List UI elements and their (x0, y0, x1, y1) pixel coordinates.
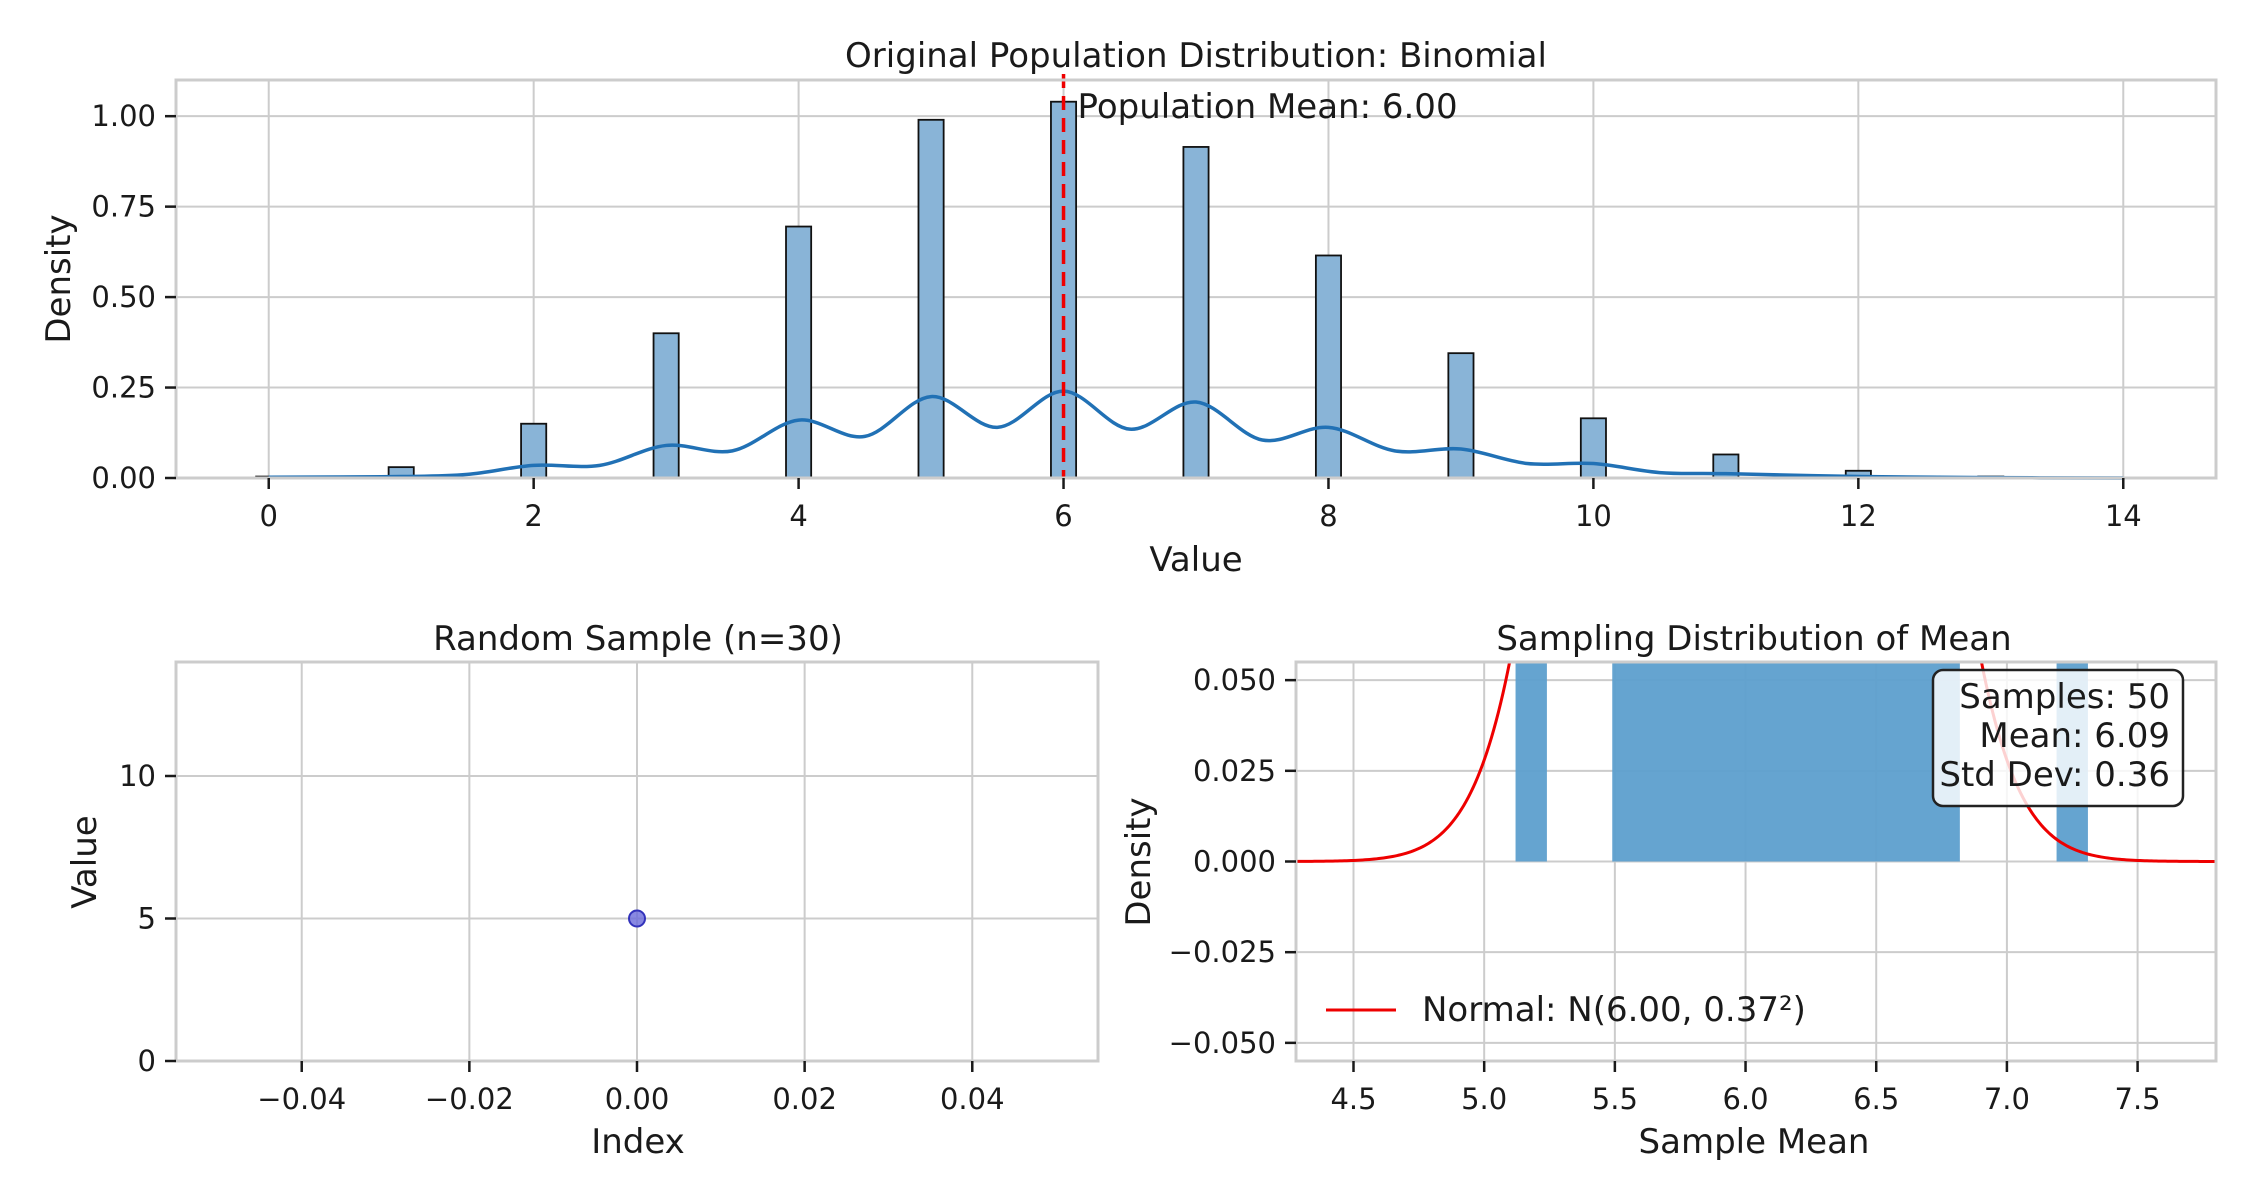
sampling-bar (1612, 662, 1960, 862)
sample-x-tick-label: −0.04 (257, 1082, 346, 1116)
population-bar (1050, 100, 1078, 479)
normal-curve-line (1296, 662, 2216, 863)
population-bar (1447, 352, 1475, 479)
sample-point (628, 909, 646, 928)
sampling-x-tick-label: 7.0 (1984, 1082, 2030, 1116)
population-chart: Original Population Distribution: Binomi… (39, 36, 2218, 580)
population-x-tick-label: 0 (260, 499, 278, 533)
population-kde-line (268, 389, 2124, 480)
population-bar (785, 225, 813, 479)
sampling-y-tick-label: −0.025 (1169, 935, 1276, 969)
population-chart-title: Original Population Distribution: Binomi… (845, 36, 1547, 76)
sample-y-tick-label: 5 (138, 902, 156, 936)
sample-x-tick-label: 0.02 (772, 1082, 837, 1116)
sampling-x-axis-label: Sample Mean (1639, 1122, 1870, 1162)
population-bar (917, 118, 945, 479)
population-bar (652, 332, 680, 479)
sample-y-tick-label: 10 (119, 759, 156, 793)
sample-chart: Random Sample (n=30) −0.04 −0.02 0.00 0.02 0… (65, 619, 1100, 1162)
sample-y-axis-label: Value (65, 815, 105, 908)
sampling-y-tick-label: −0.050 (1169, 1026, 1276, 1060)
sampling-x-tick-label: 6.5 (1853, 1082, 1899, 1116)
sampling-x-tick-label: 7.5 (2115, 1082, 2161, 1116)
sampling-chart: Sampling Distribution of Mean 4.5 5.0 5.5 6… (1119, 619, 2218, 1162)
population-x-tick-label: 12 (1840, 499, 1877, 533)
stats-std-dev: Std Dev: 0.36 (1939, 755, 2170, 795)
population-bar (520, 422, 548, 479)
sampling-y-tick-label: 0.000 (1193, 845, 1276, 879)
sampling-x-tick-label: 5.5 (1592, 1082, 1638, 1116)
sampling-bar (1515, 662, 1547, 862)
population-x-tick-label: 6 (1054, 499, 1072, 533)
sample-x-tick-label: 0.04 (940, 1082, 1005, 1116)
sampling-y-tick-label: 0.050 (1193, 663, 1276, 697)
population-x-tick-label: 14 (2105, 499, 2142, 533)
population-x-tick-label: 2 (524, 499, 542, 533)
population-bar (1579, 417, 1607, 479)
legend-normal-label: Normal: N(6.00, 0.37²) (1422, 990, 1806, 1030)
sampling-y-tick-label: 0.025 (1193, 754, 1276, 788)
population-bar (1182, 146, 1210, 479)
sample-x-tick-label: 0.00 (605, 1082, 670, 1116)
sampling-chart-title: Sampling Distribution of Mean (1496, 619, 2011, 659)
sample-chart-title: Random Sample (n=30) (433, 619, 843, 659)
sampling-x-tick-label: 5.0 (1461, 1082, 1507, 1116)
population-bar (1314, 254, 1342, 479)
population-y-axis-label: Density (39, 214, 79, 343)
stats-samples: Samples: 50 (1959, 677, 2170, 717)
sampling-y-axis-label: Density (1119, 797, 1159, 926)
sampling-x-tick-label: 4.5 (1330, 1082, 1376, 1116)
sample-y-tick-label: 0 (138, 1044, 156, 1078)
sample-x-tick-label: −0.02 (425, 1082, 514, 1116)
population-x-tick-label: 4 (789, 499, 807, 533)
population-y-tick-label: 0.25 (91, 371, 156, 405)
population-y-tick-label: 0.75 (91, 190, 156, 224)
population-x-tick-label: 8 (1319, 499, 1337, 533)
population-y-tick-label: 1.00 (91, 99, 156, 133)
sampling-x-tick-label: 6.0 (1722, 1082, 1768, 1116)
sampling-legend: Normal: N(6.00, 0.37²) (1326, 990, 1806, 1030)
stats-box: Samples: 50 Mean: 6.09 Std Dev: 0.36 (1931, 668, 2185, 808)
population-mean-label: Population Mean: 6.00 (1078, 87, 1458, 127)
sample-x-axis-label: Index (591, 1122, 685, 1162)
stats-mean: Mean: 6.09 (1979, 716, 2170, 756)
population-plot-frame (174, 78, 2218, 480)
population-x-tick-label: 10 (1575, 499, 1612, 533)
population-x-axis-label: Value (1149, 540, 1242, 580)
population-y-tick-label: 0.50 (91, 280, 156, 314)
population-y-tick-label: 0.00 (91, 461, 156, 495)
